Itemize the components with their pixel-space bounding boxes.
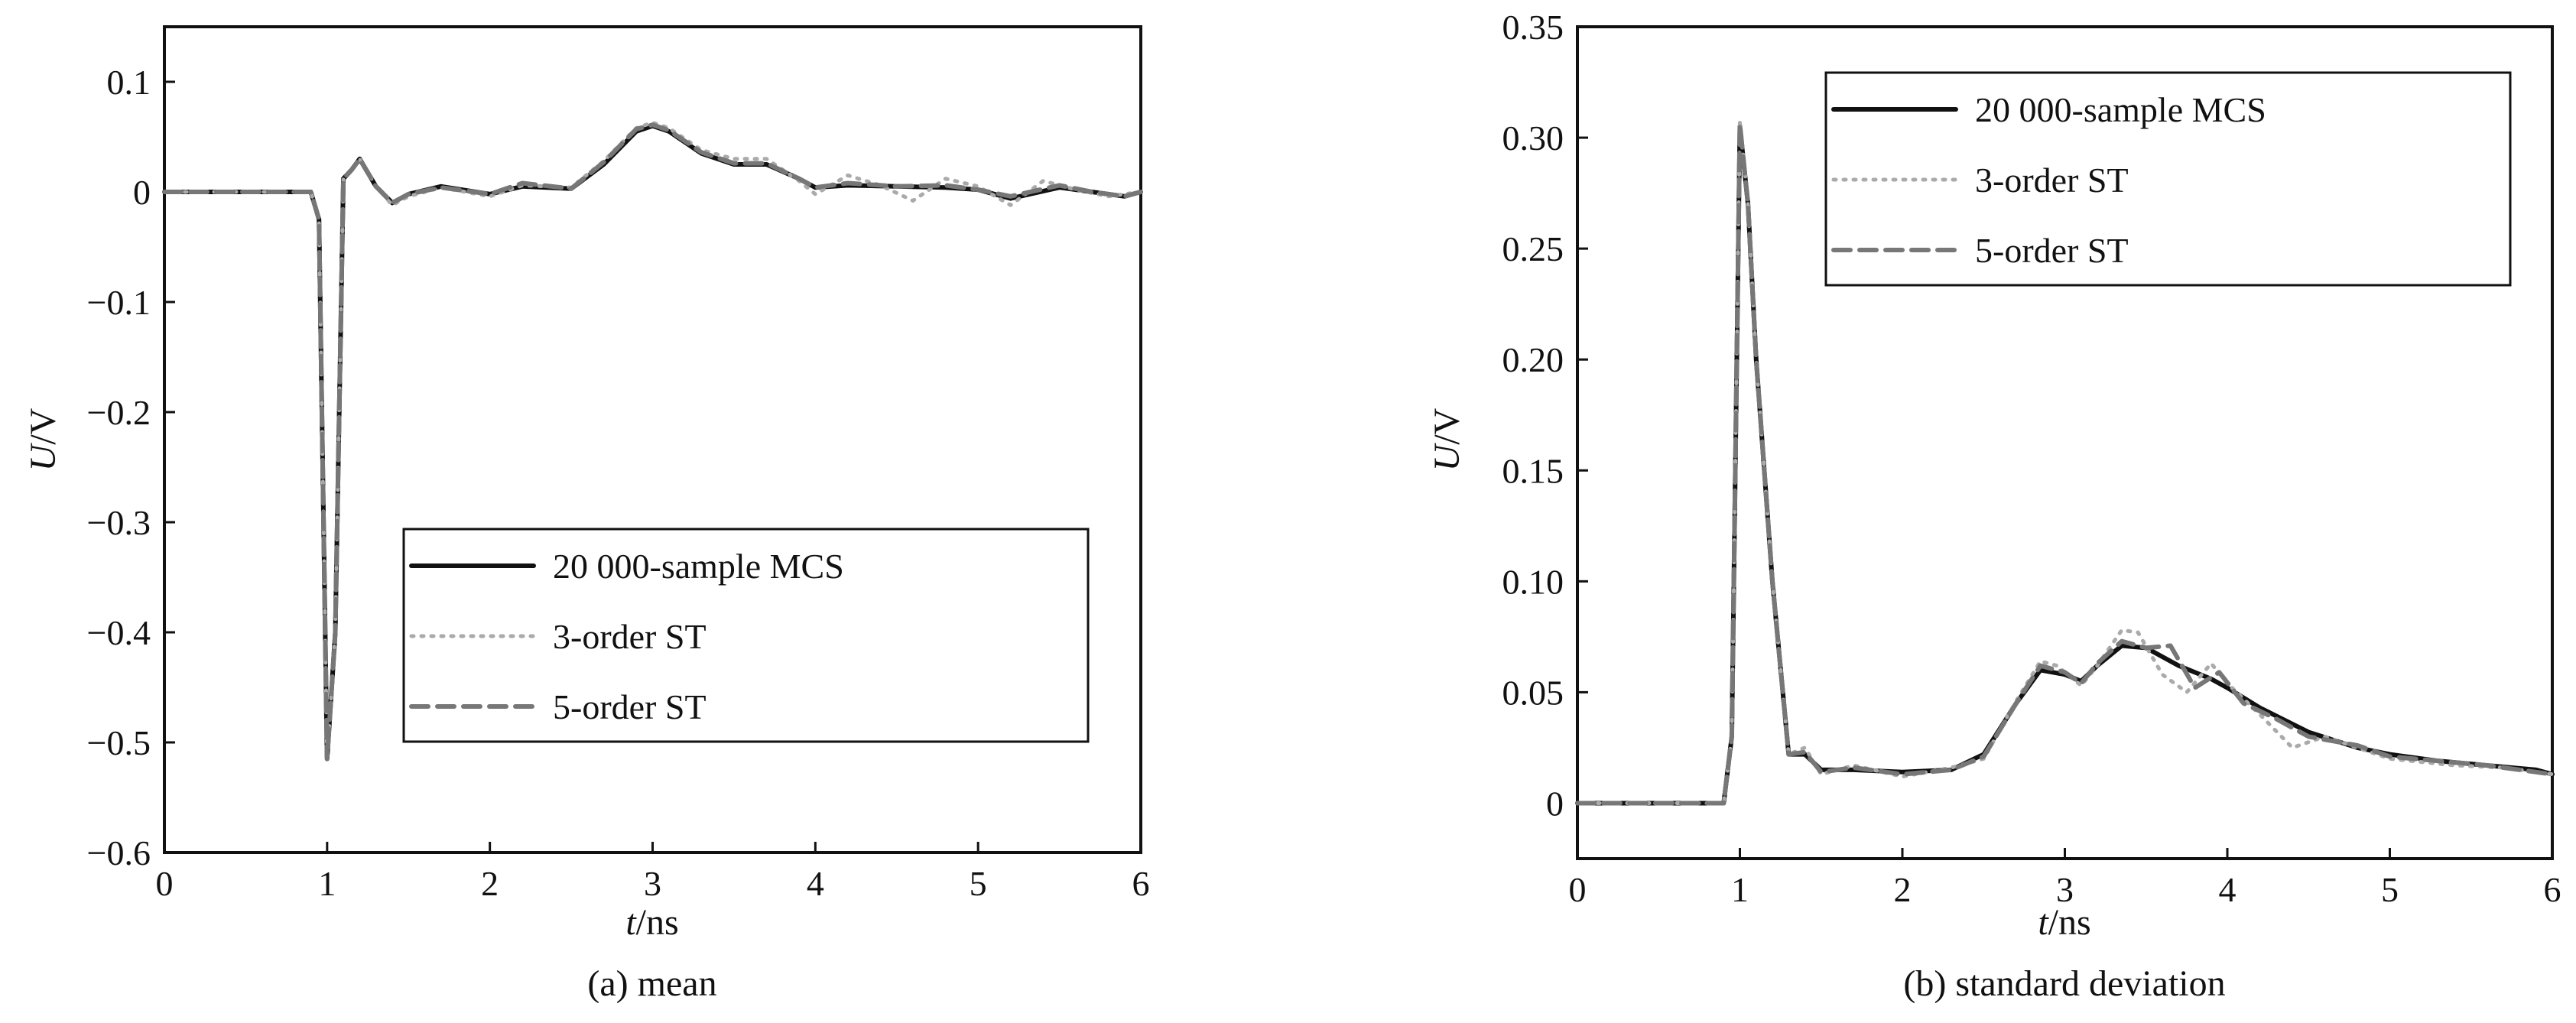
x-tick-label: 3: [644, 864, 661, 903]
y-tick-label: 0.25: [1502, 229, 1564, 268]
series-line-dashed-std: [1575, 122, 2555, 806]
y-tick-label: −0.1: [87, 283, 151, 322]
y-ticks-std: 0 0.05 0.10 0.15 0.20 0.25 0.30 0.35: [1502, 8, 1588, 823]
legend-entries-std: 20 000-sample MCS 3-order ST 5-order ST: [1831, 90, 2266, 270]
y-ticks-mean: −0.6 −0.5 −0.4 −0.3 −0.2 −0.1 0 0.1: [87, 63, 175, 872]
y-axis-label-std: U/V: [1427, 408, 1467, 471]
y-axis-label-mean: U/V: [23, 408, 63, 471]
legend-std: 20 000-sample MCS 3-order ST 5-order ST: [1824, 71, 2512, 287]
x-tick-label: 0: [1569, 870, 1587, 909]
x-tick-label: 6: [2544, 870, 2561, 909]
series-group-mean: [162, 120, 1143, 762]
y-tick-label: −0.2: [87, 393, 151, 432]
x-axis-label-mean: t/ns: [625, 902, 678, 943]
y-tick-label: 0.10: [1502, 562, 1564, 601]
x-tick-label: 5: [2381, 870, 2399, 909]
y-tick-label: 0.35: [1502, 8, 1564, 47]
series-group-std: [1575, 118, 2555, 806]
x-ticks-std: 0 1 2 3 4 5 6: [1569, 848, 2561, 909]
chart-mean: −0.6 −0.5 −0.4 −0.3 −0.2 −0.1 0 0.1 0 1 2 3 4 5 6 t/n…: [23, 25, 1150, 1004]
chart-standard-deviation: 0 0.05 0.10 0.15 0.20 0.25 0.30 0.35 0 1 2 3 4 5 6 t/…: [1427, 8, 2561, 1004]
x-tick-label: 6: [1132, 864, 1150, 903]
caption-std: (b) standard deviation: [1903, 963, 2225, 1004]
x-axis-label-std: t/ns: [2038, 902, 2090, 943]
x-tick-label: 1: [1731, 870, 1749, 909]
y-tick-label: 0: [133, 173, 151, 212]
y-tick-label: 0.1: [107, 63, 151, 102]
y-tick-label: −0.4: [87, 613, 151, 652]
y-tick-label: −0.6: [87, 833, 151, 872]
y-tick-label: 0.05: [1502, 673, 1564, 712]
y-tick-label: 0.15: [1502, 451, 1564, 490]
y-tick-label: 0: [1546, 784, 1564, 823]
y-tick-label: 0.30: [1502, 119, 1564, 158]
legend-label-solid: 20 000-sample MCS: [553, 547, 844, 586]
y-tick-label: −0.5: [87, 723, 151, 762]
caption-mean: (a) mean: [587, 963, 716, 1004]
legend-entries-mean: 20 000-sample MCS 3-order ST 5-order ST: [409, 547, 844, 726]
y-tick-label: −0.3: [87, 503, 151, 542]
x-ticks-mean: 0 1 2 3 4 5 6: [156, 842, 1150, 903]
y-tick-label: 0.20: [1502, 340, 1564, 379]
x-tick-label: 5: [970, 864, 987, 903]
x-tick-label: 2: [1894, 870, 1912, 909]
series-line-dotted-std: [1575, 118, 2555, 805]
x-tick-label: 4: [2219, 870, 2237, 909]
legend-label-solid: 20 000-sample MCS: [1975, 90, 2266, 129]
series-line-dashed-mean: [162, 122, 1143, 762]
x-tick-label: 0: [156, 864, 174, 903]
legend-label-dashed: 5-order ST: [553, 687, 707, 726]
legend-label-dotted: 3-order ST: [553, 617, 707, 656]
legend-label-dashed: 5-order ST: [1975, 231, 2129, 270]
legend-mean: 20 000-sample MCS 3-order ST 5-order ST: [402, 528, 1090, 743]
x-tick-label: 1: [318, 864, 336, 903]
x-tick-label: 2: [481, 864, 499, 903]
x-tick-label: 3: [2056, 870, 2074, 909]
x-tick-label: 4: [807, 864, 824, 903]
legend-label-dotted: 3-order ST: [1975, 161, 2129, 200]
